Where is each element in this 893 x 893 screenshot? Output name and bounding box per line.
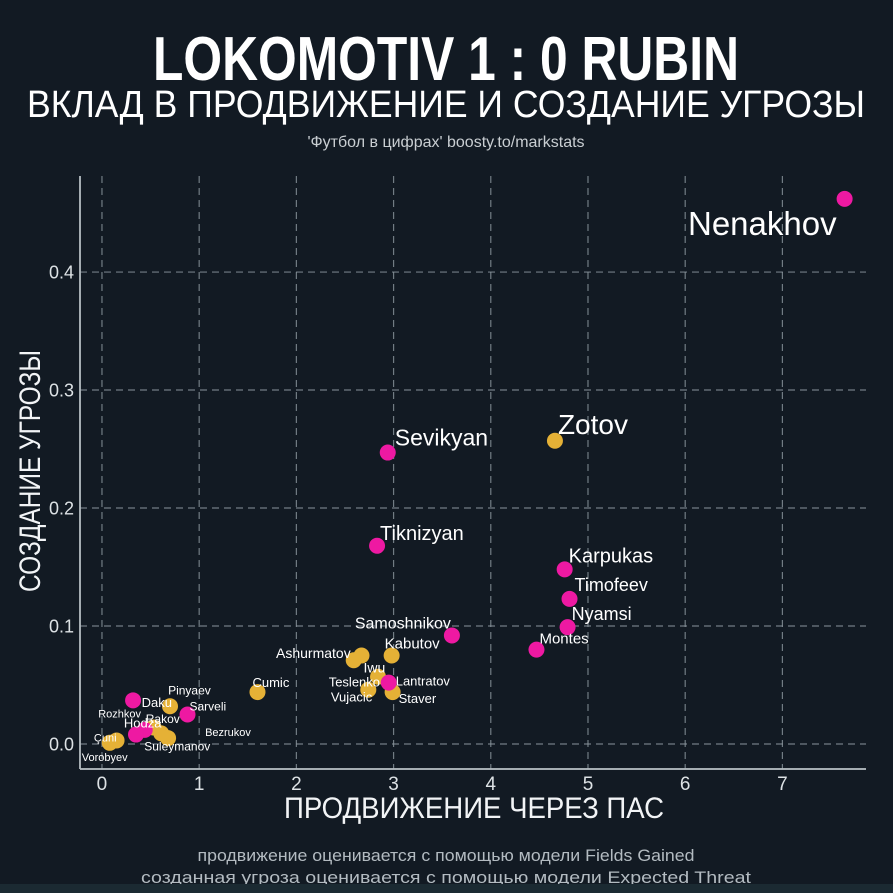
player-label-Sarveli: Sarveli (190, 699, 227, 713)
player-label-Vorobyev: Vorobyev (82, 752, 128, 764)
x-axis-title: ПРОДВИЖЕНИЕ ЧЕРЕЗ ПАС (284, 792, 664, 825)
point-Karpukas (556, 561, 573, 578)
player-label-Karpukas: Karpukas (569, 545, 654, 567)
point-Vorobyev (101, 734, 118, 751)
page-subtitle: ВКЛАД В ПРОДВИЖЕНИЕ И СОЗДАНИЕ УГРОЗЫ (27, 84, 865, 126)
point-Sevikyan (379, 444, 396, 461)
axes (79, 176, 866, 770)
player-label-Pinyaev: Pinyaev (168, 683, 211, 697)
player-label-Timofeev: Timofeev (575, 575, 648, 595)
point-Pinyaev (125, 692, 142, 709)
point-Lantratov (380, 674, 397, 691)
y-tick-label-0.3: 0.3 (49, 381, 74, 401)
point-Montes (528, 641, 545, 658)
player-label-Tiknizyan: Tiknizyan (380, 523, 464, 545)
x-tick-label-1: 1 (194, 774, 205, 795)
player-label-Kabutov: Kabutov (385, 635, 441, 652)
y-tick-label-0.4: 0.4 (49, 263, 74, 283)
y-tick-label-0.2: 0.2 (49, 499, 74, 519)
player-label-Çuni: Çuni (94, 732, 117, 744)
player-label-Rozhkov: Rozhkov (98, 709, 141, 721)
footnote-expected-threat: созданная угроза оценивается с помощью м… (141, 869, 751, 887)
player-label-Iwu: Iwu (364, 659, 386, 675)
x-tick-label-4: 4 (485, 774, 496, 795)
point-Daku (162, 698, 179, 715)
point-Sarveli (179, 706, 196, 723)
page-title: LOKOMOTIV 1 : 0 RUBIN (153, 25, 739, 94)
y-tick-label-0.1: 0.1 (49, 617, 74, 637)
player-label-Cumic: Cumic (252, 675, 289, 690)
point-Vujacic (360, 681, 377, 698)
player-label-Rakov: Rakov (146, 712, 180, 726)
point-Timofeev (561, 590, 578, 607)
bottom-accent-band (0, 884, 893, 893)
point-Nyamsi (559, 619, 576, 636)
x-tick-label-7: 7 (777, 774, 788, 795)
player-label-Samoshnikov: Samoshnikov (355, 615, 451, 632)
tick-labels: 0 1 2 3 4 5 6 7 0.0 0.1 0.2 0.3 0.4 (49, 263, 788, 795)
point-Rozhkov (127, 726, 144, 743)
player-label-Nyamsi: Nyamsi (572, 604, 632, 624)
player-label-Daku: Daku (142, 695, 172, 710)
point-Nenakhov (836, 190, 853, 207)
player-label-Suleymanov: Suleymanov (144, 739, 210, 753)
player-label-Zotov: Zotov (558, 409, 628, 440)
footnote-fields-gained: продвижение оценивается с помощью модели… (198, 847, 695, 865)
y-axis-title: СОЗДАНИЕ УГРОЗЫ (14, 350, 47, 592)
point-Samoshnikov (443, 627, 460, 644)
point-Ashurmatov (345, 652, 362, 669)
point-Cumic (249, 684, 266, 701)
gridlines (80, 176, 866, 769)
x-tick-label-2: 2 (291, 774, 302, 795)
player-label-Sevikyan: Sevikyan (395, 425, 488, 451)
player-label-Ashurmatov: Ashurmatov (276, 645, 351, 661)
source-credit: 'Футбол в цифрах' boosty.to/markstats (307, 134, 584, 151)
player-label-Lantratov: Lantratov (396, 674, 451, 689)
data-points (101, 190, 853, 751)
x-tick-label-0: 0 (97, 774, 108, 795)
y-tick-label-0.0: 0.0 (49, 734, 74, 754)
point-Zotov (546, 432, 563, 449)
player-label-Teslenko: Teslenko (329, 675, 380, 690)
x-tick-label-3: 3 (388, 774, 399, 795)
player-label-Vujacic: Vujacic (331, 690, 373, 705)
point-Tiknizyan (369, 537, 386, 554)
point-Kabutov (383, 647, 400, 664)
player-label-Nenakhov: Nenakhov (688, 205, 837, 242)
x-tick-label-6: 6 (680, 774, 691, 795)
player-label-Hodza: Hodza (124, 715, 162, 730)
player-label-Staver: Staver (399, 691, 437, 706)
player-label-Montes: Montes (539, 631, 588, 648)
x-tick-label-5: 5 (583, 774, 594, 795)
player-labels: Nenakhov Zotov Sevikyan Tiknizyan Karpukas Ti… (82, 205, 837, 764)
point-Bezrukov (160, 730, 177, 747)
player-label-Bezrukov: Bezrukov (205, 727, 251, 739)
